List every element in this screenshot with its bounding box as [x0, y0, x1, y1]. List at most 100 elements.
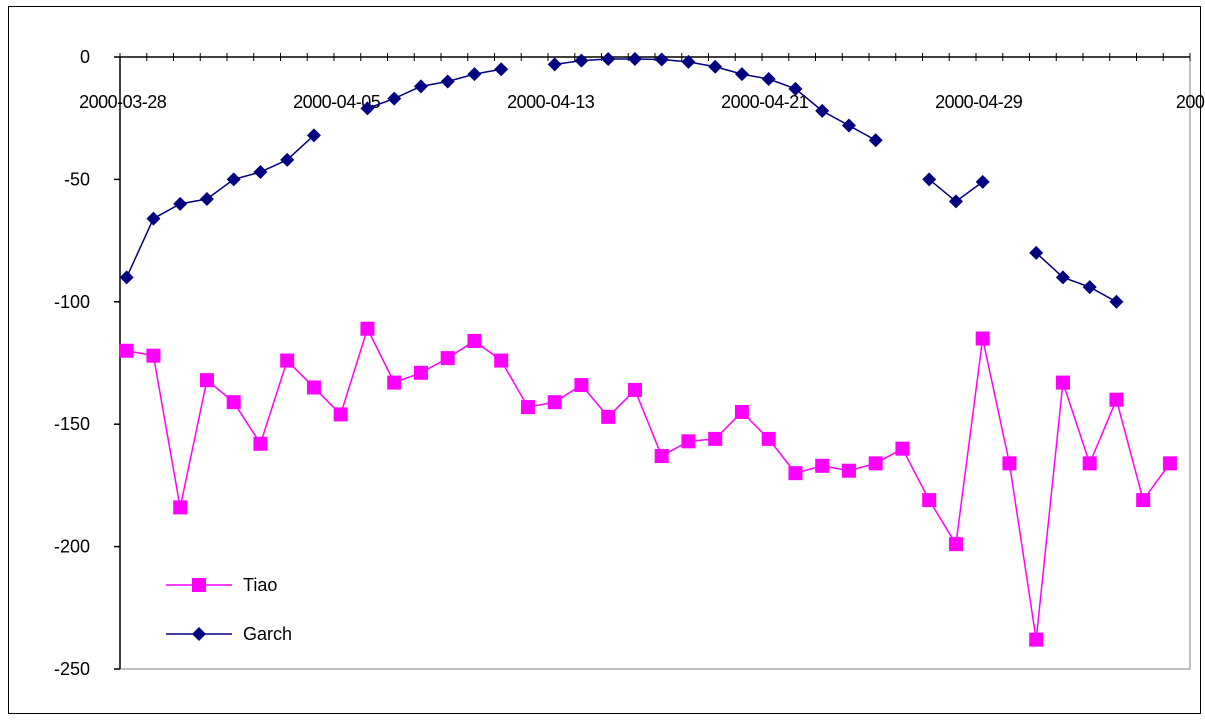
garch-marker — [654, 52, 669, 67]
garch-marker — [253, 165, 268, 180]
garch-marker — [627, 51, 642, 66]
legend-label-tiao: Tiao — [243, 575, 277, 595]
tiao-marker — [601, 409, 616, 424]
tiao-marker — [520, 400, 535, 415]
tiao-marker — [1109, 392, 1124, 407]
tiao-marker — [440, 351, 455, 366]
tiao-marker — [841, 463, 856, 478]
tiao-marker — [574, 378, 589, 393]
garch-marker — [948, 194, 963, 209]
garch-marker — [574, 53, 589, 68]
garch-marker — [547, 57, 562, 72]
tiao-marker — [654, 449, 669, 464]
tiao-marker — [708, 431, 723, 446]
garch-marker — [922, 172, 937, 187]
tiao-marker — [387, 375, 402, 390]
garch-marker — [173, 196, 188, 211]
tiao-marker — [146, 348, 161, 363]
y-axis-ticks: 0 -50 -100 -150 -200 -250 — [54, 47, 120, 679]
garch-marker — [788, 81, 803, 96]
garch-marker — [199, 191, 214, 206]
y-tick-label: -100 — [54, 292, 90, 312]
tiao-marker — [280, 353, 295, 368]
garch-marker — [467, 67, 482, 82]
tiao-marker — [734, 404, 749, 419]
tiao-line — [126, 326, 1171, 640]
legend: Tiao Garch — [166, 575, 292, 644]
tiao-marker — [681, 434, 696, 449]
plot-area — [119, 56, 1191, 670]
x-tick-label: 2000-05-08 — [1176, 92, 1205, 112]
tiao-marker — [192, 578, 206, 592]
x-tick-label: 2000-03-28 — [79, 92, 167, 112]
y-tick-label: -250 — [54, 659, 90, 679]
tiao-marker — [975, 331, 990, 346]
garch-marker — [868, 133, 883, 148]
tiao-marker — [199, 373, 214, 388]
garch-marker — [975, 174, 990, 189]
garch-marker — [681, 54, 696, 69]
tiao-marker — [173, 500, 188, 515]
y-tick-label: -50 — [64, 169, 90, 189]
tiao-series — [119, 321, 1177, 647]
x-tick-label: 2000-04-29 — [935, 92, 1023, 112]
legend-label-garch: Garch — [243, 624, 292, 644]
series-layer — [119, 51, 1177, 647]
y-tick-label: -200 — [54, 537, 90, 557]
garch-marker — [440, 74, 455, 89]
garch-marker — [387, 91, 402, 106]
garch-marker — [360, 101, 375, 116]
tiao-marker — [627, 382, 642, 397]
garch-marker — [761, 72, 776, 87]
garch-marker — [734, 67, 749, 82]
garch-marker — [192, 627, 206, 641]
tiao-marker — [1082, 456, 1097, 471]
garch-marker — [119, 270, 134, 285]
tiao-marker — [868, 456, 883, 471]
tiao-marker — [895, 441, 910, 456]
garch-marker — [226, 172, 241, 187]
garch-marker — [1082, 280, 1097, 295]
garch-marker — [1055, 270, 1070, 285]
tiao-marker — [494, 353, 509, 368]
tiao-marker — [948, 537, 963, 552]
tiao-marker — [333, 407, 348, 422]
tiao-marker — [413, 365, 428, 380]
tiao-marker — [922, 493, 937, 508]
garch-series — [119, 51, 1124, 309]
tiao-marker — [1029, 632, 1044, 647]
x-tick-label: 2000-04-05 — [293, 92, 381, 112]
tiao-marker — [360, 321, 375, 336]
x-axis-ticks: 2000-03-28 2000-04-05 2000-04-13 2000-04-21… — [79, 53, 1205, 112]
garch-marker — [280, 152, 295, 167]
tiao-marker — [761, 431, 776, 446]
tiao-marker — [253, 436, 268, 451]
tiao-marker — [306, 380, 321, 395]
tiao-marker — [467, 333, 482, 348]
tiao-marker — [547, 395, 562, 410]
tiao-marker — [1136, 493, 1151, 508]
garch-marker — [306, 128, 321, 143]
tiao-marker — [119, 343, 134, 358]
y-tick-label: 0 — [80, 47, 90, 67]
tiao-marker — [815, 458, 830, 473]
tiao-marker — [1002, 456, 1017, 471]
x-tick-label: 2000-04-13 — [507, 92, 595, 112]
garch-marker — [1109, 294, 1124, 309]
garch-marker — [494, 62, 509, 77]
tiao-marker — [1055, 375, 1070, 390]
garch-marker — [815, 103, 830, 118]
garch-line — [1035, 252, 1117, 303]
garch-marker — [146, 211, 161, 226]
y-tick-label: -150 — [54, 414, 90, 434]
garch-marker — [413, 79, 428, 94]
tiao-marker — [788, 466, 803, 481]
tiao-marker — [226, 395, 241, 410]
x-tick-label: 2000-04-21 — [721, 92, 809, 112]
garch-marker — [841, 118, 856, 133]
garch-marker — [1029, 245, 1044, 260]
garch-marker — [708, 59, 723, 74]
tiao-marker — [1162, 456, 1177, 471]
garch-marker — [601, 51, 616, 66]
